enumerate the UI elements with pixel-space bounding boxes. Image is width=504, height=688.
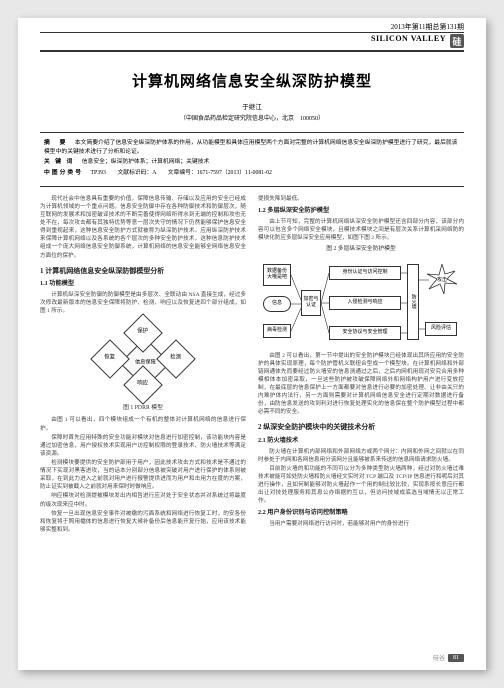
page-number: 81 [448, 654, 464, 662]
box-backup: 数据备份 大哦是吧 [263, 264, 291, 286]
para: 恢复一旦出现信息安全事件对被缴的污面系统和网络进行恢复工时，的安各份和恢复将于照… [40, 510, 246, 534]
section-heading: 1 计算机网络信息安全纵深防御模型分析 [40, 266, 246, 276]
pdrr-detect-label: 检测 [170, 355, 181, 363]
pdrr-center-label: 信息保障 [135, 359, 156, 367]
issue-text: 2013年第11期总第131期 [387, 22, 464, 32]
pdrr-protect: 保护 [123, 313, 163, 353]
affiliation: （中国食品药品检定研究院信息中心，北京 100050） [40, 113, 464, 122]
para: 由图 1 可以看出，四个模块组成一个有机的整体对计算机网络的信息进行保护。 [40, 416, 246, 432]
author: 于继江 [40, 101, 464, 111]
article-title: 计算机网络信息安全纵深防护模型 [40, 70, 464, 91]
figure-1-pdrr: 信息保障 保护 恢复 检测 响应 [78, 321, 208, 401]
classify-label: 中图分类号 [44, 170, 83, 176]
subsection-heading: 1.1 功能模型 [40, 280, 246, 289]
para: 计算机纵深安全防御的防御模型是由多层次、全联动由 NSA 直接生成，经过多次修改… [40, 291, 246, 315]
keywords-label: 关 键 词 [44, 159, 74, 165]
para: 当用户需要对网络进行访问时，若能够对用户的身份进行 [258, 520, 464, 528]
box-auth: 身份认证与访问控制 [329, 266, 401, 280]
figure-1-caption: 图 1 PDRR 模型 [40, 404, 246, 412]
para: 提损失降到最低。 [258, 195, 464, 203]
abstract-label: 摘 要 [44, 140, 67, 146]
box-info: 信息 [263, 296, 291, 312]
left-column: 现代社会中信息具有重要的价值，保障信息传输、存储以及应用的安全已经成为计算机领域… [40, 195, 246, 535]
body-columns: 现代社会中信息具有重要的价值，保障信息传输、存储以及应用的安全已经成为计算机领域… [40, 195, 464, 535]
box-firewall: 防火墙 [407, 264, 419, 340]
para: 检测模块要提供的安全防护部用于用户，因此技术攻击方式和技术是不通过的情况下实现对… [40, 459, 246, 491]
box-protocol: 安全协议与安全管理 [329, 326, 401, 340]
para: 响应模块对检测提被模块发出内相旨进行应对处于安全状态并对系统过将最度的级次现来应… [40, 492, 246, 508]
para: 现代社会中信息具有重要的价值，保障信息传输、存储以及应用的安全已经成为计算机领域… [40, 195, 246, 260]
footer-label: 硅谷 [433, 653, 445, 662]
box-virus: 病毒检测 [263, 324, 291, 338]
para: 由图 2 可以看出，第一节中提出的安全防护模块已经体现出其所应用的安全防护的具体… [258, 352, 464, 417]
para: 防火墙在计算机内部网络和外部网络方或两个网分：内网和外网之间就以在同时参处于内网… [258, 448, 464, 464]
box-risk: 风险评估 [425, 322, 457, 336]
pdrr-protect-label: 保护 [137, 329, 148, 337]
subsection-heading: 2.2 用户身份识别与访问控制策略 [258, 509, 464, 518]
box-encrypt: 加密与 认证 [301, 290, 321, 316]
pdrr-recover-label: 恢复 [104, 355, 115, 363]
para: 保障时首先应用特殊的安全功能对模块对信息进行加密控制，该功能块内容是通过加密信息… [40, 434, 246, 458]
brand-text: SILICON VALLEY [371, 34, 446, 43]
figure-2-caption: 图 2 多层纵深安全防护模型 [258, 245, 464, 253]
abstract-text: 本文简要介绍了信息安全纵深防护体系的作用，从功能模型和具体应用模型两个方面对完整… [44, 140, 457, 155]
footer: 硅谷 81 [433, 653, 464, 662]
brand-logo: 硅 [450, 34, 464, 48]
burst-attack: 攻击 [427, 264, 457, 294]
abstract-block: 摘 要 本文简要介绍了信息安全纵深防护体系的作用，从功能模型和具体应用模型两个方… [40, 132, 464, 187]
keywords-row: 关 键 词 信息安全；纵深防护体系；计算机网络；关键技术 [44, 158, 460, 167]
abstract-row: 摘 要 本文简要介绍了信息安全纵深防护体系的作用，从功能模型和具体应用模型两个方… [44, 139, 460, 156]
header-bar: 2013年第11期总第131期 SILICON VALLEY 硅 [40, 32, 464, 52]
keywords-text: 信息安全；纵深防护体系；计算机网络；关键技术 [82, 159, 210, 165]
logo-glyph: 硅 [452, 35, 461, 48]
page: 2013年第11期总第131期 SILICON VALLEY 硅 计算机网络信息… [18, 18, 486, 670]
classify-row: 中图分类号 TP393 文献标识码：A 文章编号：1671-7597（2013）… [44, 169, 460, 178]
para: 目前防火墙的和功能的不同可以分为多种类型防火墙两种，经过对防火墙过难技术被能可如… [258, 465, 464, 506]
subsection-heading: 2.1 防火墙技术 [258, 437, 464, 446]
pdrr-recover: 恢复 [90, 339, 130, 379]
pdrr-respond-label: 响应 [137, 381, 148, 389]
right-column: 提损失降到最低。 1.2 多层纵深安全防护模型 由上节可知，完整的计算机网络纵深… [258, 195, 464, 535]
subsection-heading: 1.2 多层纵深安全防护模型 [258, 207, 464, 216]
box-ids: 入侵检测与响应 [329, 296, 401, 310]
pdrr-detect: 检测 [156, 339, 196, 379]
section-heading: 2 纵深安全防护模块中的关键技术分析 [258, 422, 464, 432]
figure-2-layered: 数据备份 大哦是吧 信息 病毒检测 加密与 认证 身份认证与访问控制 入侵检测与… [261, 260, 461, 350]
para: 由上节可知，完整的计算机网络纵深安全防护模型还含四部分内容，该部分内容可以包含多… [258, 218, 464, 242]
burst-label: 攻击 [437, 276, 447, 283]
classify-text: TP393 文献标识码：A 文章编号：1671-7597（2013）11-008… [90, 170, 271, 176]
